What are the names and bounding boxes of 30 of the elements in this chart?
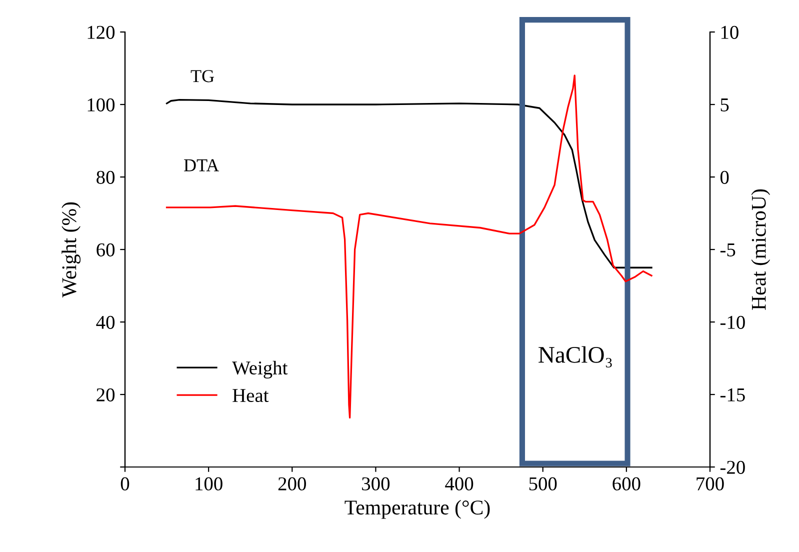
y2-tick-label: -20 bbox=[720, 460, 745, 474]
y2-tick-label: 5 bbox=[720, 98, 729, 112]
legend-label: Weight bbox=[232, 360, 288, 379]
y-axis-title: Weight (%) bbox=[62, 202, 81, 298]
x-tick-label: 300 bbox=[362, 477, 390, 490]
x-tick-label: 400 bbox=[445, 477, 474, 490]
x-tick-label: 700 bbox=[696, 477, 724, 490]
annotation: DTA bbox=[184, 159, 220, 172]
legend-label: Heat bbox=[232, 389, 269, 402]
annotation: NaClO₃ bbox=[538, 346, 612, 368]
y-tick-label: 20 bbox=[96, 388, 115, 402]
y2-tick-label: 10 bbox=[721, 26, 738, 39]
y-tick-label: 100 bbox=[88, 98, 115, 112]
x-tick-label: 500 bbox=[529, 477, 557, 490]
y2-tick-label: -15 bbox=[720, 388, 745, 402]
y2-tick-label: 0 bbox=[720, 170, 729, 184]
y2-axis-title: Heat (microU) bbox=[751, 189, 770, 310]
y-tick-label: 80 bbox=[96, 170, 115, 184]
line-series bbox=[166, 98, 652, 268]
annotation: TG bbox=[190, 70, 214, 82]
y2-tick-label: -5 bbox=[720, 244, 736, 256]
x-tick-label: 600 bbox=[612, 477, 640, 490]
x-tick-label: 100 bbox=[196, 477, 222, 490]
y-tick-label: 120 bbox=[88, 26, 115, 39]
y-tick-label: 40 bbox=[96, 316, 115, 329]
y-tick-label: 60 bbox=[96, 243, 115, 256]
x-tick-label: 0 bbox=[120, 477, 130, 490]
x-tick-label: 200 bbox=[278, 477, 306, 490]
y2-tick-label: -10 bbox=[720, 316, 745, 329]
x-axis-title: Temperature (°C) bbox=[344, 500, 490, 519]
